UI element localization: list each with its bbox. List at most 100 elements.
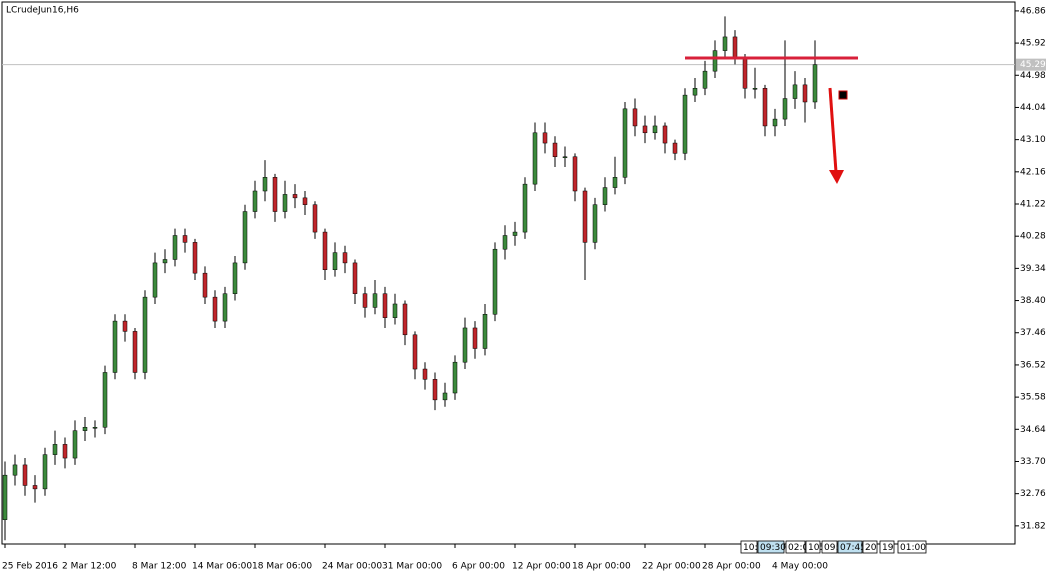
candle: [272, 173, 278, 222]
candle: [162, 249, 168, 274]
candle: [362, 286, 368, 318]
x-tick-label: 28 Apr 00:00: [702, 562, 761, 572]
candle: [142, 290, 148, 380]
candle: [352, 259, 358, 304]
x-tick-label: 18 Apr 00:00: [572, 562, 631, 572]
candle-body: [652, 125, 658, 134]
candle: [252, 180, 258, 219]
x-tick-label: 8 Mar 12:00: [132, 562, 187, 572]
candle: [552, 136, 558, 168]
candle-body: [2, 474, 8, 520]
candle-body: [262, 177, 268, 192]
candle: [612, 156, 618, 195]
timeline-label: 10:: [808, 543, 822, 553]
candle-body: [752, 88, 758, 90]
arrow-head: [829, 170, 844, 184]
candle-body: [532, 132, 538, 185]
candle-body: [172, 235, 178, 260]
candle: [202, 266, 208, 304]
x-tick-label: 4 May 00:00: [772, 562, 828, 572]
timeline-label: 09:: [824, 543, 838, 553]
candle: [442, 382, 448, 407]
timeline-box: [879, 540, 895, 554]
x-tick-label: 31 Mar 00:00: [382, 562, 442, 572]
y-tick-label: 45.92: [1020, 39, 1046, 49]
y-tick-label: 32.76: [1020, 489, 1046, 499]
candle: [652, 115, 658, 140]
y-tick-label: 40.28: [1020, 232, 1046, 242]
candle-body: [732, 36, 738, 58]
x-tick-label: 6 Apr 00:00: [452, 562, 505, 572]
candle: [62, 437, 68, 469]
candle: [592, 197, 598, 250]
candle: [242, 204, 248, 270]
timeline-label: 02:0: [788, 543, 808, 553]
chart-title: LCrudeJun16,H6: [6, 6, 79, 16]
candle: [52, 430, 58, 465]
candle-body: [102, 372, 108, 428]
candle: [282, 180, 288, 219]
timeline-label: 10:: [743, 543, 757, 553]
candle: [262, 160, 268, 202]
candle-body: [512, 231, 518, 236]
candle: [402, 300, 408, 346]
candle-body: [622, 108, 628, 178]
candle: [782, 40, 788, 126]
candle-body: [112, 320, 118, 373]
candle-body: [152, 262, 158, 298]
candle-body: [552, 142, 558, 158]
candle: [412, 331, 418, 380]
candle: [512, 221, 518, 246]
candle: [622, 101, 628, 185]
timeline-box: [862, 540, 878, 554]
candle-body: [762, 88, 768, 127]
candle-body: [52, 444, 58, 455]
candle-body: [782, 98, 788, 120]
annotation: [685, 56, 858, 184]
candle-body: [502, 235, 508, 250]
candle: [522, 177, 528, 239]
y-tick-label: 36.52: [1020, 360, 1046, 370]
x-tick-label: 24 Mar 00:00: [322, 562, 382, 572]
candle-body: [42, 454, 48, 490]
candle: [322, 228, 328, 281]
candle-body: [642, 125, 648, 134]
candle-body: [422, 368, 428, 380]
candle: [432, 372, 438, 411]
candle: [222, 286, 228, 328]
candle-body: [632, 108, 638, 127]
candle: [762, 84, 768, 137]
marker: [838, 90, 848, 100]
candle-body: [212, 296, 218, 322]
candle: [2, 461, 8, 541]
candle: [502, 225, 508, 260]
current-price-label: 45.29: [1020, 60, 1046, 70]
x-tick-label: 14 Mar 06:00: [192, 562, 252, 572]
candle: [372, 280, 378, 315]
candle-body: [22, 464, 28, 486]
candle-body: [562, 156, 568, 159]
y-tick-label: 42.16: [1020, 167, 1046, 177]
candle-body: [342, 252, 348, 264]
candle: [682, 88, 688, 161]
y-tick-label: 34.64: [1020, 425, 1046, 435]
candle: [602, 177, 608, 212]
candle: [472, 321, 478, 359]
y-tick-label: 43.10: [1020, 135, 1046, 145]
candle-body: [82, 426, 88, 431]
timeline-label: 01:00: [900, 543, 926, 553]
candle-body: [232, 262, 238, 294]
timeline-box: [805, 540, 821, 554]
y-tick-label: 41.22: [1020, 200, 1046, 210]
candle-body: [92, 426, 98, 429]
candle: [212, 290, 218, 328]
timeline-box: [740, 540, 758, 554]
candle-body: [202, 272, 208, 298]
y-tick-label: 37.46: [1020, 328, 1046, 338]
timeline-box: [897, 540, 927, 554]
candle: [332, 242, 338, 277]
candle-body: [132, 331, 138, 373]
candle: [152, 252, 158, 304]
candle-body: [162, 259, 168, 264]
